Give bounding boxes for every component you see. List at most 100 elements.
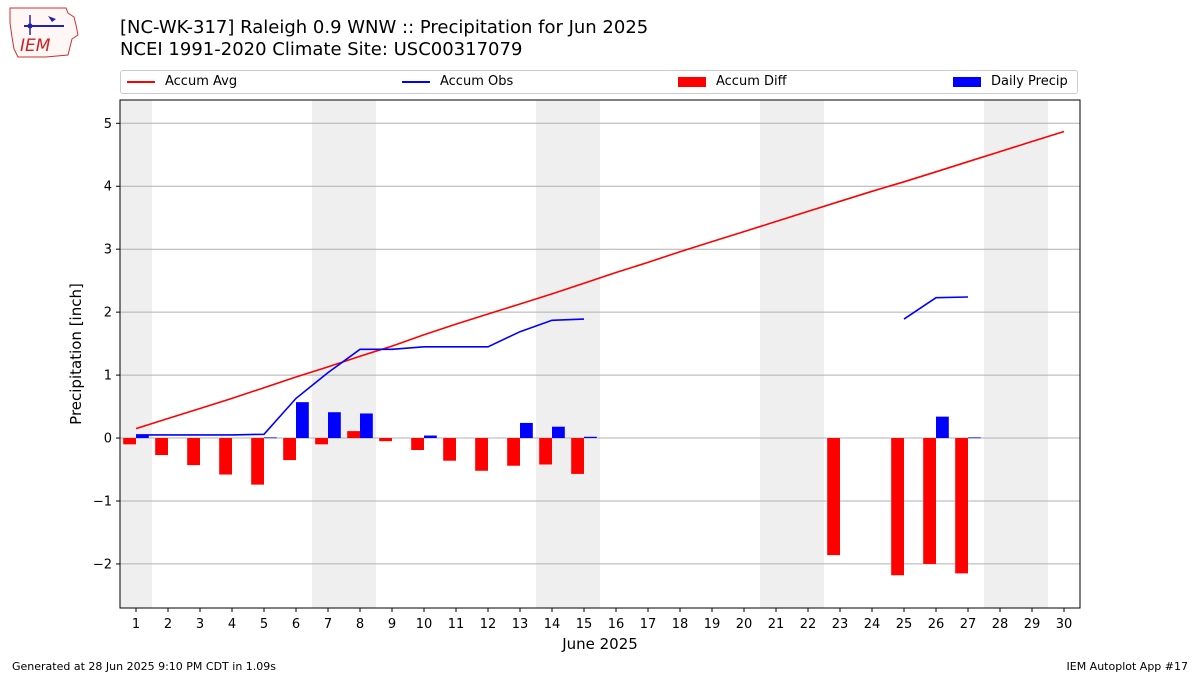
weekend-band xyxy=(312,100,376,608)
daily-precip-bar xyxy=(328,412,341,439)
x-tick-label: 11 xyxy=(448,617,465,632)
title-line-2: NCEI 1991-2020 Climate Site: USC00317079 xyxy=(120,39,523,60)
x-tick-label: 17 xyxy=(640,617,657,632)
daily-precip-bar xyxy=(136,434,149,439)
y-tick-label: 5 xyxy=(104,117,112,132)
accum-diff-bar xyxy=(315,438,328,445)
daily-precip-bar xyxy=(424,435,437,439)
legend-item-accum-obs: Accum Obs xyxy=(402,74,513,89)
daily-precip-bar xyxy=(584,436,597,439)
logo-text: IEM xyxy=(20,36,51,56)
x-tick-label: 22 xyxy=(800,617,817,632)
accum-diff-bar xyxy=(507,438,520,466)
x-tick-label: 21 xyxy=(768,617,785,632)
iem-logo[interactable]: IEM xyxy=(6,5,82,63)
x-tick-label: 6 xyxy=(292,617,300,632)
accum-diff-bar xyxy=(923,438,936,564)
x-tick-label: 14 xyxy=(544,617,561,632)
x-tick-label: 20 xyxy=(736,617,753,632)
accum-diff-bar xyxy=(411,438,424,450)
grid-lines xyxy=(120,122,1080,565)
x-tick-label: 3 xyxy=(196,617,204,632)
accum-diff-bar xyxy=(571,438,584,474)
x-tick-label: 16 xyxy=(608,617,625,632)
y-tick-label: −1 xyxy=(93,494,112,509)
accum-diff-bar xyxy=(219,438,232,475)
generated-timestamp: Generated at 28 Jun 2025 9:10 PM CDT in … xyxy=(12,660,277,673)
x-axis-ticks: 1 2 3 4 5 6 7 8 9 10 11 12 13 14 15 16 17 18 19 20 21 22 23 24 2… xyxy=(132,608,1072,632)
y-tick-label: 4 xyxy=(104,180,112,195)
accum-diff-bar xyxy=(891,438,904,576)
daily-precip-bar xyxy=(936,416,949,439)
x-tick-label: 29 xyxy=(1024,617,1041,632)
x-tick-label: 18 xyxy=(672,617,689,632)
accum-avg-line xyxy=(135,130,1065,430)
accum-diff-bar xyxy=(539,438,552,465)
accum-diff-bar xyxy=(187,438,200,466)
y-tick-label: 1 xyxy=(104,369,112,384)
accum-diff-bar xyxy=(123,438,136,445)
x-tick-label: 12 xyxy=(480,617,497,632)
state-outline-icon xyxy=(9,7,79,58)
accum-diff-bar xyxy=(955,438,968,574)
legend-label: Accum Obs xyxy=(440,74,514,89)
weekend-band xyxy=(120,100,152,608)
daily-precip-bar xyxy=(968,437,981,439)
weekend-shading xyxy=(120,100,1048,608)
x-tick-label: 4 xyxy=(228,617,236,632)
x-tick-label: 10 xyxy=(416,617,433,632)
y-axis-label: Precipitation [inch] xyxy=(67,283,85,425)
app-label: IEM Autoplot App #17 xyxy=(1066,660,1189,673)
y-tick-label: −2 xyxy=(93,557,112,572)
y-axis-ticks: −2 −1 0 1 2 3 4 5 xyxy=(93,117,120,572)
plot-frame xyxy=(119,99,1081,609)
legend-item-daily-precip: Daily Precip xyxy=(953,74,1068,89)
x-axis-label: June 2025 xyxy=(561,635,638,653)
legend-swatch-accum-avg xyxy=(127,80,155,83)
x-tick-label: 26 xyxy=(928,617,945,632)
weekend-band xyxy=(984,100,1048,608)
legend-swatch-daily-precip xyxy=(953,76,981,87)
accum-obs-line xyxy=(903,296,969,320)
accum-diff-bar xyxy=(379,438,392,442)
daily-precip-bar xyxy=(360,413,373,439)
accum-diff-bar xyxy=(283,438,296,461)
accum-diff-bar xyxy=(827,438,840,556)
x-tick-label: 23 xyxy=(832,617,849,632)
daily-precip-bar xyxy=(264,437,277,439)
x-tick-label: 15 xyxy=(576,617,593,632)
x-tick-label: 19 xyxy=(704,617,721,632)
x-tick-label: 8 xyxy=(356,617,364,632)
legend-label: Daily Precip xyxy=(991,74,1068,89)
legend-item-accum-avg: Accum Avg xyxy=(127,74,237,89)
y-tick-label: 0 xyxy=(104,432,112,447)
accum-diff-bar xyxy=(155,438,168,456)
weekend-band xyxy=(536,100,600,608)
bars xyxy=(123,402,981,576)
accum-diff-bar xyxy=(347,431,360,439)
x-tick-label: 5 xyxy=(260,617,268,632)
y-tick-label: 2 xyxy=(104,306,112,321)
x-tick-label: 25 xyxy=(896,617,913,632)
x-tick-label: 13 xyxy=(512,617,529,632)
accum-diff-bar xyxy=(251,438,264,485)
x-tick-label: 1 xyxy=(132,617,140,632)
chart-title: [NC-WK-317] Raleigh 0.9 WNW :: Precipita… xyxy=(120,17,648,61)
legend-label: Accum Avg xyxy=(165,74,238,89)
chart-legend: Accum Avg Accum Obs Accum Diff Daily Pre… xyxy=(120,70,1078,94)
y-tick-label: 3 xyxy=(104,243,112,258)
daily-precip-bar xyxy=(296,402,309,439)
weekend-band xyxy=(760,100,824,608)
legend-swatch-accum-diff xyxy=(678,76,706,87)
series-lines xyxy=(135,130,1065,436)
legend-swatch-accum-obs xyxy=(402,80,430,83)
accum-diff-bar xyxy=(443,438,456,461)
accum-obs-line xyxy=(136,318,585,436)
x-tick-label: 30 xyxy=(1056,617,1073,632)
legend-label: Accum Diff xyxy=(716,74,787,89)
x-tick-label: 2 xyxy=(164,617,172,632)
x-tick-label: 24 xyxy=(864,617,881,632)
legend-item-accum-diff: Accum Diff xyxy=(678,74,787,89)
x-tick-label: 9 xyxy=(388,617,396,632)
